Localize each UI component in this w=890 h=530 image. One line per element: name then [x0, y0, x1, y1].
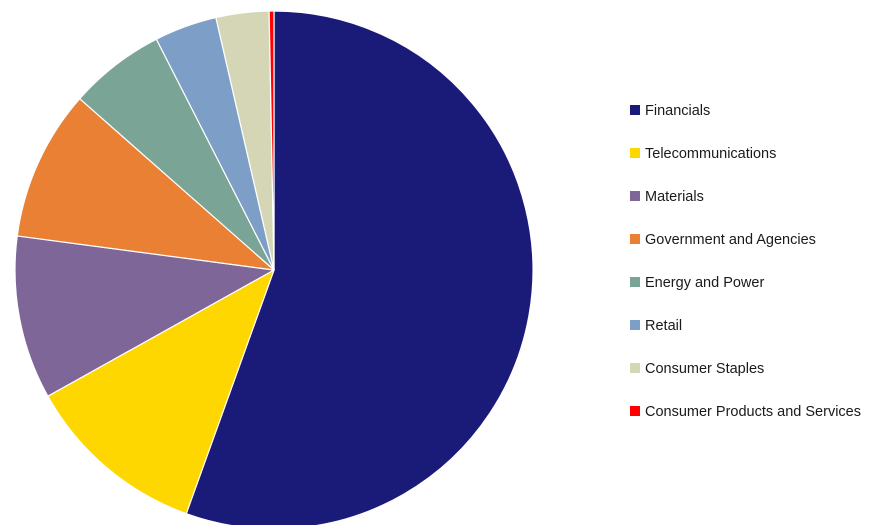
legend-label: Consumer Staples	[645, 361, 764, 377]
pie-slice-consumer-products-and-services	[268, 10, 275, 271]
legend: Financials Telecommunications Materials Gov…	[630, 103, 861, 420]
legend-swatch	[630, 234, 640, 244]
legend-label: Financials	[645, 103, 710, 119]
legend-swatch	[630, 320, 640, 330]
legend-item: Energy and Power	[630, 275, 764, 291]
legend-swatch	[630, 191, 640, 201]
legend-swatch	[630, 277, 640, 287]
legend-item: Consumer Products and Services	[630, 404, 861, 420]
legend-label: Retail	[645, 318, 682, 334]
legend-item: Retail	[630, 318, 682, 334]
legend-swatch	[630, 105, 640, 115]
legend-item: Telecommunications	[630, 146, 776, 162]
legend-label: Materials	[645, 189, 704, 205]
legend-item: Consumer Staples	[630, 361, 764, 377]
legend-swatch	[630, 406, 640, 416]
legend-swatch	[630, 363, 640, 373]
legend-label: Consumer Products and Services	[645, 404, 861, 420]
legend-item: Materials	[630, 189, 704, 205]
legend-label: Government and Agencies	[645, 232, 816, 248]
legend-item: Financials	[630, 103, 710, 119]
legend-label: Telecommunications	[645, 146, 776, 162]
legend-item: Government and Agencies	[630, 232, 816, 248]
pie-slices	[14, 10, 534, 530]
pie-slice-telecommunications	[47, 269, 275, 515]
legend-label: Energy and Power	[645, 275, 764, 291]
pie-slice-government-and-agencies	[16, 98, 275, 271]
legend-swatch	[630, 148, 640, 158]
pie-slice-materials	[14, 235, 275, 397]
